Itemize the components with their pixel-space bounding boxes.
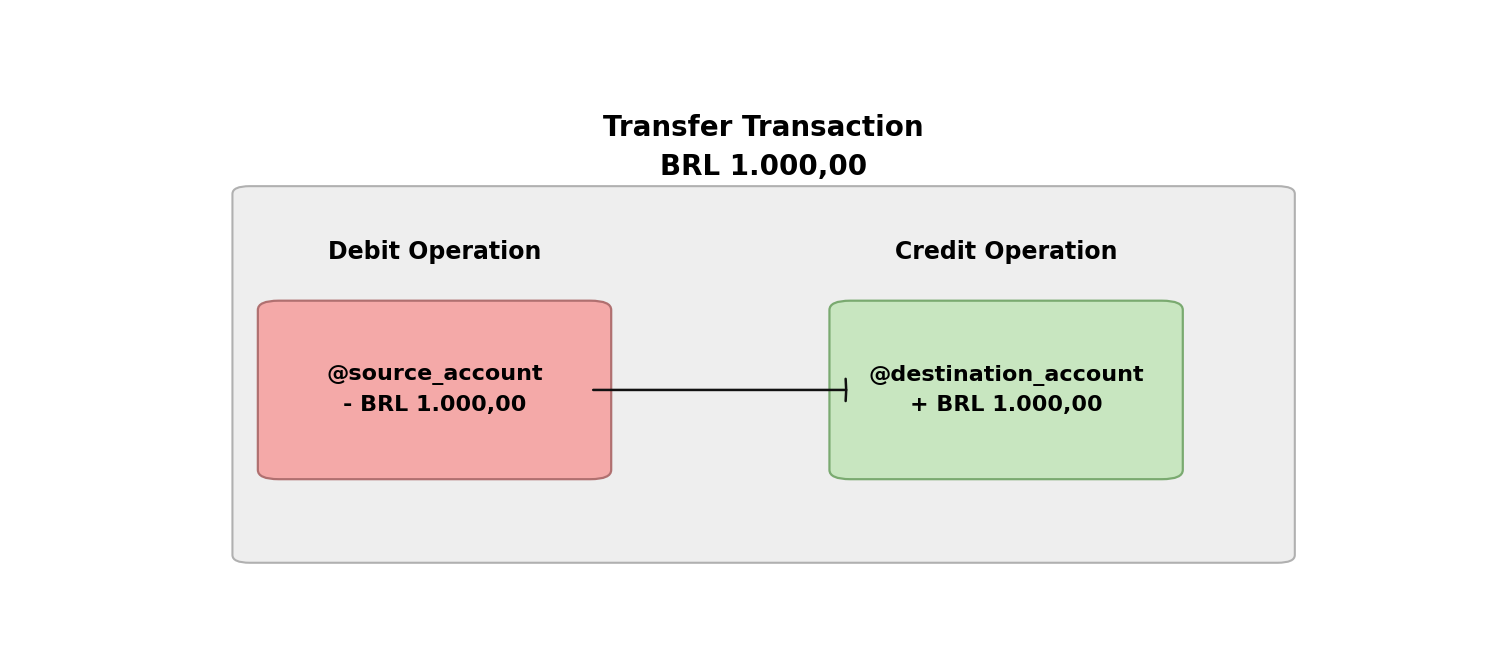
- Text: @destination_account
+ BRL 1.000,00: @destination_account + BRL 1.000,00: [869, 364, 1144, 415]
- Text: @source_account
- BRL 1.000,00: @source_account - BRL 1.000,00: [326, 365, 542, 415]
- Text: Credit Operation: Credit Operation: [895, 240, 1118, 263]
- FancyBboxPatch shape: [232, 186, 1295, 563]
- Text: Debit Operation: Debit Operation: [328, 240, 541, 263]
- FancyBboxPatch shape: [258, 301, 611, 479]
- FancyBboxPatch shape: [830, 301, 1183, 479]
- Text: Transfer Transaction
BRL 1.000,00: Transfer Transaction BRL 1.000,00: [603, 114, 924, 181]
